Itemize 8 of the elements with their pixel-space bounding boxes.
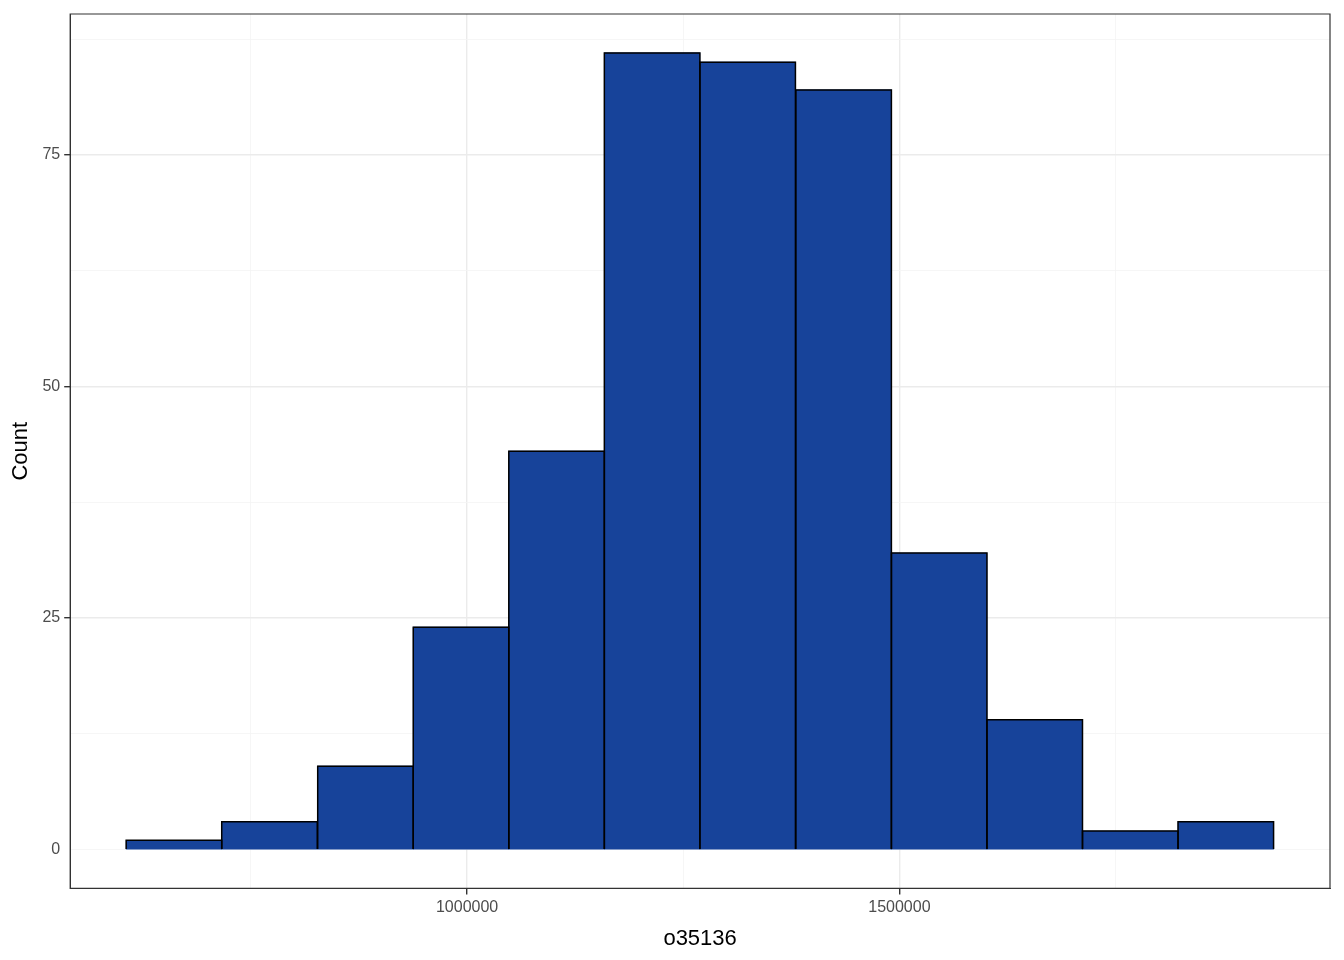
- x-tick-label: 1000000: [435, 898, 499, 916]
- y-axis-title: Count: [7, 421, 33, 481]
- x-tick-label: 1500000: [868, 898, 931, 916]
- y-tick-label: 50: [42, 376, 61, 394]
- y-tick-label: 0: [51, 839, 61, 857]
- y-tick-label: 75: [42, 145, 61, 163]
- x-axis-title: o35136: [663, 924, 737, 950]
- y-tick-label: 25: [42, 608, 61, 626]
